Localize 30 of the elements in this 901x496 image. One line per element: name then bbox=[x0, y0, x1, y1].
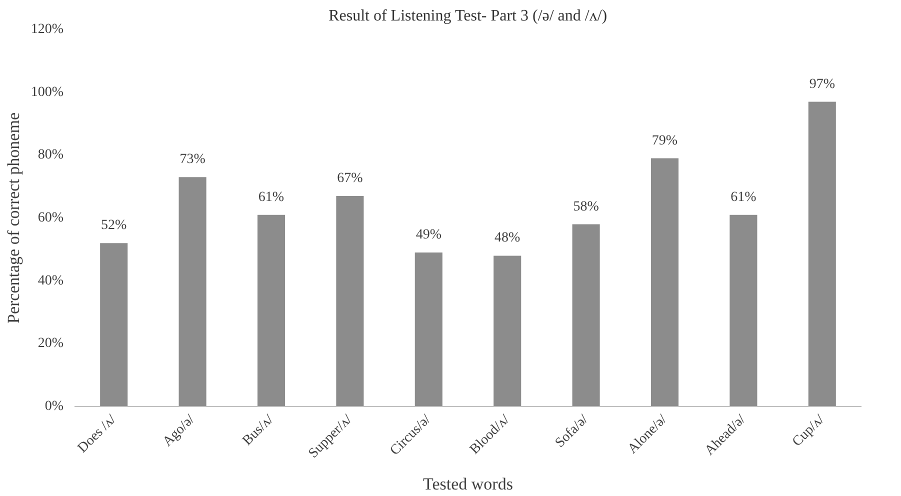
bar bbox=[257, 214, 286, 406]
y-tick-label: 0% bbox=[44, 399, 64, 414]
bar bbox=[178, 177, 206, 406]
data-label: 49% bbox=[416, 228, 442, 243]
y-tick-label: 60% bbox=[38, 210, 64, 226]
data-label: 52% bbox=[101, 218, 128, 234]
bar bbox=[730, 214, 758, 406]
bar bbox=[650, 158, 679, 406]
bar bbox=[100, 243, 128, 406]
chart-title: Result of Listening Test- Part 3 (/ə/ and /ʌ/) bbox=[328, 8, 608, 24]
y-tick-label: 80% bbox=[38, 148, 64, 163]
data-label: 61% bbox=[730, 190, 757, 205]
data-label: 48% bbox=[494, 230, 521, 246]
data-label: 97% bbox=[809, 76, 836, 92]
data-label: 67% bbox=[337, 171, 364, 186]
y-tick-label: 120% bbox=[30, 22, 64, 37]
y-tick-label: 100% bbox=[30, 84, 64, 100]
bar bbox=[494, 256, 522, 406]
bar bbox=[572, 224, 600, 406]
data-label: 79% bbox=[652, 133, 678, 148]
data-label: 61% bbox=[258, 190, 284, 205]
bar bbox=[414, 252, 442, 406]
y-axis-title: Percentage of correct phoneme bbox=[4, 112, 23, 324]
data-label: 58% bbox=[573, 199, 600, 214]
data-label: 73% bbox=[180, 152, 206, 168]
y-tick-label: 40% bbox=[38, 273, 64, 288]
x-axis-title: Tested words bbox=[423, 474, 513, 494]
bar bbox=[336, 196, 364, 406]
bar bbox=[808, 102, 836, 406]
y-tick-label: 20% bbox=[38, 336, 64, 352]
